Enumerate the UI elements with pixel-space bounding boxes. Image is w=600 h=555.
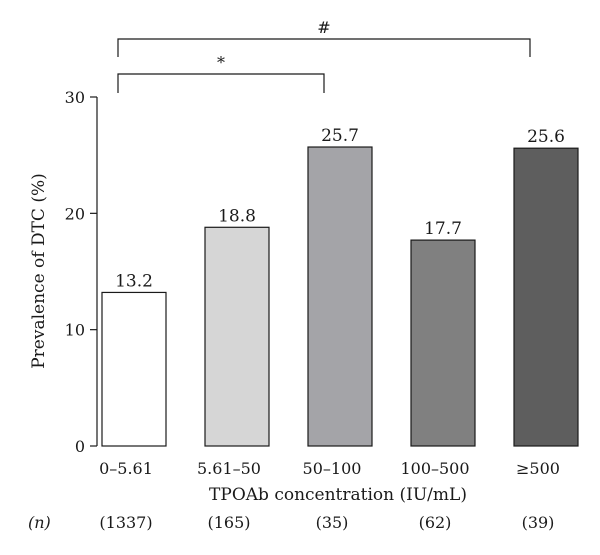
bar-0: [101, 291, 167, 447]
n-row-label: (n): [28, 513, 51, 532]
y-tick-label: 30: [65, 88, 85, 107]
x-tick-label: 100–500: [400, 459, 469, 478]
significance-bracket: [117, 73, 325, 93]
bar-3: [410, 239, 476, 447]
bar-labels: 13.2 18.8 25.7 17.7 25.6: [115, 126, 565, 291]
significance-brackets: #*: [117, 18, 531, 93]
y-tick-label: 10: [65, 321, 85, 340]
bar-value-label: 25.7: [321, 126, 359, 146]
y-axis: 0 10 20 30: [65, 88, 98, 456]
bar-value-label: 18.8: [218, 206, 256, 226]
x-tick-label: ≥500: [516, 459, 560, 478]
significance-symbol: #: [317, 18, 330, 37]
y-tick-label: 0: [75, 437, 85, 456]
bar-value-label: 25.6: [527, 127, 565, 147]
n-value: (1337): [99, 513, 152, 532]
x-tick-label: 0–5.61: [99, 459, 153, 478]
n-value: (35): [316, 513, 349, 532]
y-tick-label: 20: [65, 204, 85, 223]
x-ticks: 0–5.61 5.61–50 50–100 100–500 ≥500: [99, 459, 560, 478]
x-tick-label: 50–100: [303, 459, 362, 478]
n-value: (165): [207, 513, 250, 532]
significance-symbol: *: [217, 53, 225, 72]
bar-value-label: 17.7: [424, 219, 462, 239]
bar-4: [513, 147, 579, 447]
bar-value-label: 13.2: [115, 271, 153, 291]
x-axis-title: TPOAb concentration (IU/mL): [209, 485, 467, 505]
bar-1: [204, 226, 270, 447]
bars: [101, 146, 579, 447]
y-axis-title: Prevalence of DTC (%): [29, 173, 49, 369]
bar-2: [307, 146, 373, 447]
significance-bracket: [117, 38, 531, 57]
n-value: (39): [522, 513, 555, 532]
n-row: (1337) (165) (35) (62) (39): [99, 513, 554, 532]
n-value: (62): [419, 513, 452, 532]
x-tick-label: 5.61–50: [197, 459, 261, 478]
